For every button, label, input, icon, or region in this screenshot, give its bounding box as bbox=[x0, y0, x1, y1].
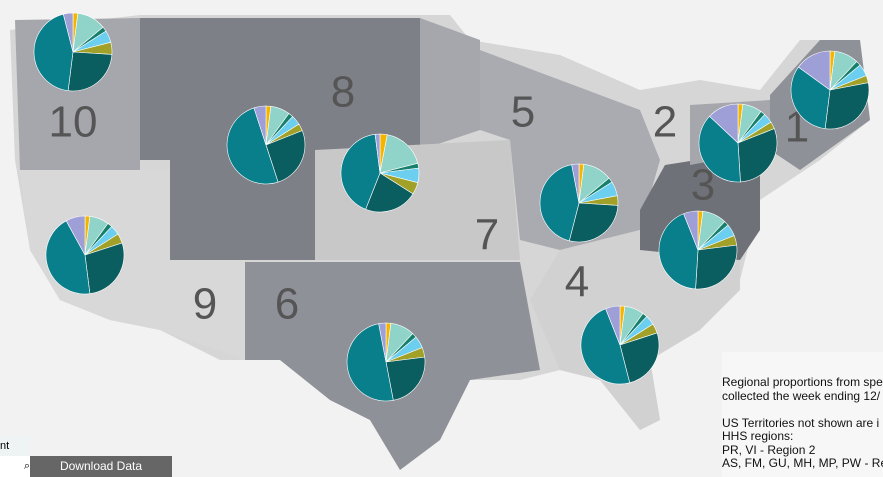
download-button[interactable]: Download Data bbox=[30, 456, 172, 477]
region-label: 6 bbox=[275, 280, 299, 329]
pie-slice bbox=[737, 128, 778, 183]
region-label: 7 bbox=[475, 211, 499, 260]
pie-slice bbox=[378, 322, 387, 363]
pie-slice bbox=[658, 213, 699, 290]
pie-slice bbox=[379, 134, 419, 174]
pie-slice bbox=[695, 244, 738, 290]
note-line: collected the week ending 12/ bbox=[722, 388, 881, 403]
pie-slice bbox=[45, 220, 91, 295]
pie-slice bbox=[385, 356, 426, 401]
pie-slice bbox=[539, 164, 580, 242]
pie-slice bbox=[824, 82, 870, 130]
region-label: 8 bbox=[331, 68, 355, 117]
note-line bbox=[722, 403, 883, 417]
search-button[interactable]: ⌕ bbox=[0, 456, 30, 477]
pie-slice bbox=[65, 215, 86, 256]
region-label: 9 bbox=[193, 280, 217, 329]
note-line: US Territories not shown are i bbox=[722, 415, 880, 430]
pie-slice bbox=[374, 133, 381, 174]
region-label: 5 bbox=[511, 88, 535, 137]
pie-slice bbox=[580, 308, 631, 385]
pie-slice bbox=[253, 105, 267, 146]
region-label: 10 bbox=[49, 98, 98, 147]
note-box: Regional proportions from spe collected t… bbox=[722, 352, 883, 477]
pie-slice bbox=[33, 13, 74, 92]
pie-slice bbox=[346, 323, 394, 402]
pie-slice bbox=[798, 50, 831, 91]
region-label: 2 bbox=[653, 98, 677, 147]
note-line: HHS regions: bbox=[722, 429, 794, 443]
note-line: Regional proportions from spe bbox=[722, 375, 883, 389]
search-label: nt bbox=[0, 436, 30, 456]
note-line: PR, VI - Region 2 bbox=[722, 442, 816, 457]
pie-slice bbox=[340, 133, 381, 210]
pie-slice bbox=[67, 51, 113, 92]
pie-slice bbox=[226, 107, 279, 185]
note-line: AS, FM, GU, MH, MP, PW - Re bbox=[722, 456, 883, 470]
pie-slice bbox=[683, 210, 699, 251]
pie-slice bbox=[571, 163, 580, 204]
pie-slice bbox=[619, 332, 660, 384]
pie-slice bbox=[605, 305, 621, 346]
pie-slice bbox=[698, 115, 741, 183]
pie-slice bbox=[62, 12, 74, 53]
pie-slice bbox=[84, 242, 125, 295]
pie-slice bbox=[265, 130, 306, 183]
pie-slice bbox=[568, 202, 619, 243]
region-label: 4 bbox=[565, 258, 589, 307]
pie-slice bbox=[365, 172, 414, 213]
pie-slice bbox=[709, 103, 739, 144]
pie-slice bbox=[790, 66, 831, 130]
region-5a bbox=[420, 18, 480, 150]
